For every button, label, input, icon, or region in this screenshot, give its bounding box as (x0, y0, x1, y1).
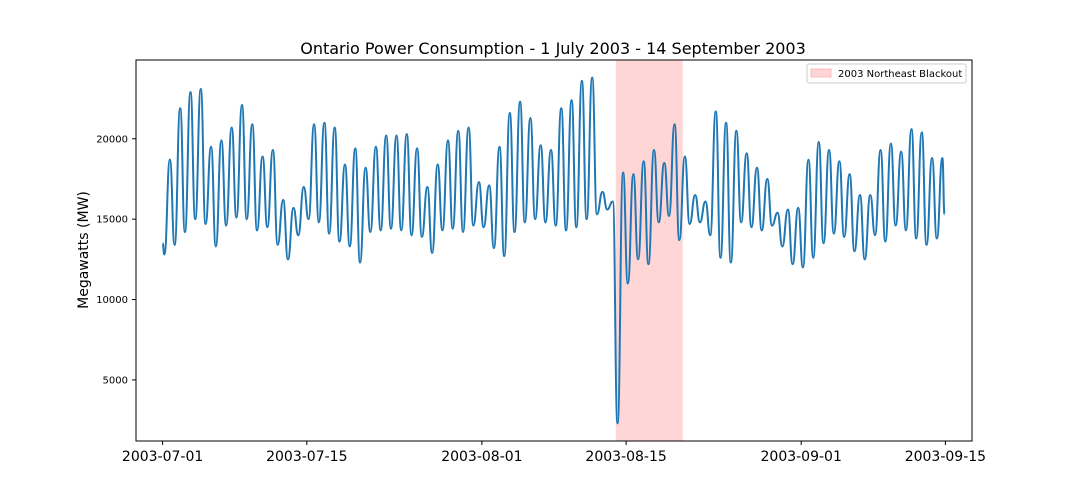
legend-box (806, 63, 967, 84)
legend-label: 2003 Northeast Blackout (838, 69, 962, 80)
y-tick-label: 5000 (103, 375, 128, 386)
x-axis: 2003-07-01 2003-07-15 2003-08-01 2003-08-15… (122, 441, 986, 465)
legend-swatch (810, 68, 832, 78)
x-tick-label: 2003-08-01 (441, 449, 522, 465)
y-axis-label: Megawatts (MW) (76, 191, 92, 309)
x-tick-label: 2003-08-15 (585, 449, 666, 465)
power-consumption-line (161, 76, 946, 425)
x-tick-label: 2003-09-01 (761, 449, 842, 465)
y-tick-label: 20000 (96, 134, 128, 145)
y-tick-label: 10000 (96, 295, 128, 306)
y-tick-label: 15000 (96, 215, 128, 226)
x-tick-label: 2003-07-01 (122, 449, 203, 465)
chart-title: Ontario Power Consumption - 1 July 2003 … (300, 39, 806, 58)
legend: 2003 Northeast Blackout (806, 63, 967, 84)
plot-area (135, 59, 973, 442)
x-tick-label: 2003-09-15 (905, 449, 986, 465)
axes-frame (135, 59, 973, 442)
x-tick-label: 2003-07-15 (266, 449, 347, 465)
series-layer (161, 76, 946, 425)
y-axis: 5000 10000 15000 20000 (96, 134, 136, 386)
